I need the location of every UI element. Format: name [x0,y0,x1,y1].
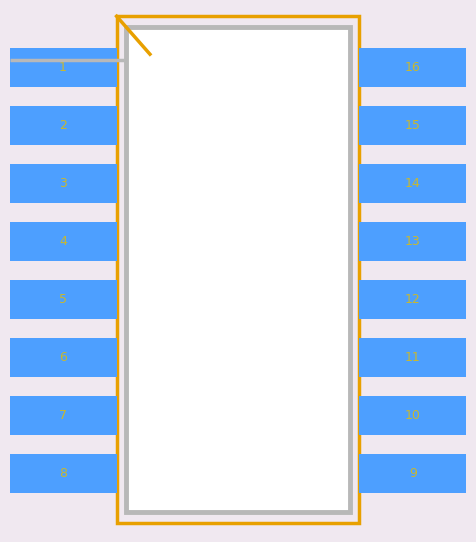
Text: 15: 15 [405,119,421,132]
Text: 11: 11 [405,351,421,364]
Bar [10,338,117,377]
Bar [10,280,117,319]
Bar [359,222,466,261]
Text: 7: 7 [59,409,67,422]
Bar [10,48,117,87]
Bar [359,164,466,203]
Text: 10: 10 [405,409,421,422]
Bar [126,27,350,512]
Bar [359,106,466,145]
Text: 12: 12 [405,293,421,306]
Bar [10,164,117,203]
Bar [359,280,466,319]
Bar [10,106,117,145]
Text: 5: 5 [59,293,67,306]
Text: 3: 3 [59,177,67,190]
Bar [359,48,466,87]
Text: 1: 1 [59,61,67,74]
Text: 16: 16 [405,61,421,74]
Bar [117,16,359,523]
Text: 13: 13 [405,235,421,248]
Bar [10,454,117,493]
Text: 8: 8 [59,467,67,480]
Text: 2: 2 [59,119,67,132]
Bar [10,222,117,261]
Text: 6: 6 [59,351,67,364]
Bar [359,396,466,435]
Bar [359,454,466,493]
Text: 14: 14 [405,177,421,190]
Bar [359,338,466,377]
Text: 9: 9 [409,467,417,480]
Text: 4: 4 [59,235,67,248]
Bar [10,396,117,435]
